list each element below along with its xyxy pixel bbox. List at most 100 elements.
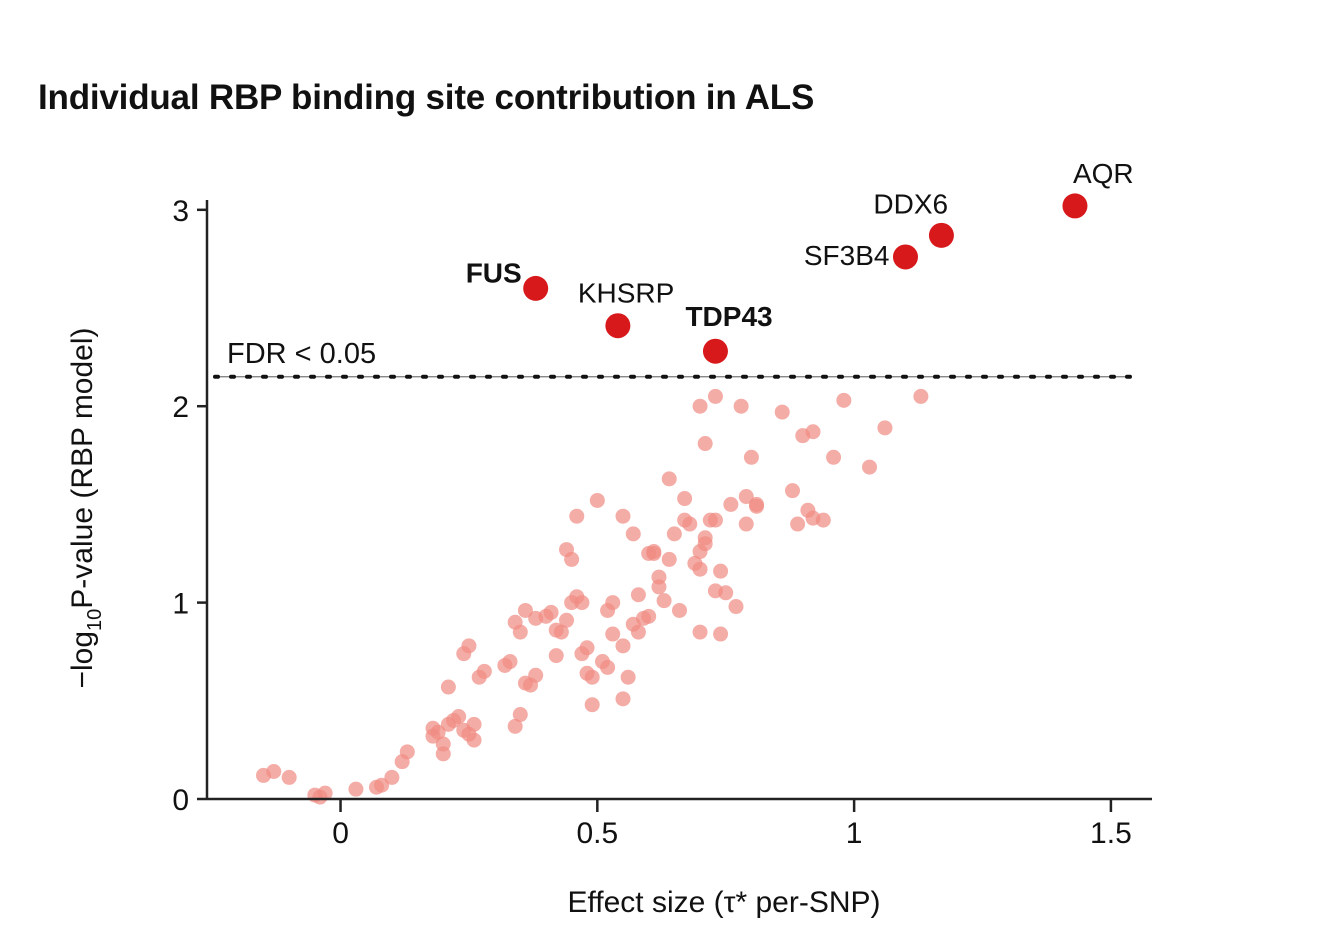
significant-point — [523, 275, 549, 301]
nonsignificant-point — [651, 569, 667, 585]
nonsignificant-point — [707, 388, 723, 404]
significant-point — [892, 244, 918, 270]
point-label: AQR — [1073, 158, 1134, 189]
nonsignificant-point — [692, 624, 708, 640]
significant-point — [605, 313, 631, 339]
y-tick-label: 1 — [172, 588, 189, 621]
nonsignificant-point — [512, 707, 528, 723]
nonsignificant-point — [805, 424, 821, 440]
nonsignificant-point — [548, 648, 564, 664]
nonsignificant-point — [374, 777, 390, 793]
nonsignificant-point — [430, 724, 446, 740]
nonsignificant-point — [630, 624, 646, 640]
nonsignificant-point — [707, 512, 723, 528]
point-label: DDX6 — [873, 188, 948, 219]
nonsignificant-point — [877, 420, 893, 436]
x-axis-title: Effect size (τ* per-SNP) — [567, 886, 880, 919]
nonsignificant-point — [733, 398, 749, 414]
nonsignificant-points — [255, 388, 929, 805]
y-axis-title-log: −log — [66, 631, 99, 689]
nonsignificant-point — [384, 769, 400, 785]
nonsignificant-point — [461, 638, 477, 654]
nonsignificant-point — [466, 732, 482, 748]
nonsignificant-point — [713, 563, 729, 579]
nonsignificant-point — [615, 691, 631, 707]
nonsignificant-point — [723, 496, 739, 512]
nonsignificant-point — [399, 744, 415, 760]
point-label: SF3B4 — [804, 240, 890, 271]
nonsignificant-point — [728, 599, 744, 615]
nonsignificant-point — [589, 492, 605, 508]
nonsignificant-point — [476, 663, 492, 679]
x-tick-label: 0 — [332, 817, 349, 850]
nonsignificant-point — [440, 679, 456, 695]
nonsignificant-point — [507, 718, 523, 734]
nonsignificant-point — [574, 595, 590, 611]
nonsignificant-point — [743, 449, 759, 465]
nonsignificant-point — [605, 626, 621, 642]
significant-point — [928, 222, 954, 248]
significant-points — [523, 193, 1088, 364]
axes: 0 0.5 1 1.5 0 1 2 3 — [172, 195, 1152, 850]
nonsignificant-point — [656, 593, 672, 609]
y-axis-title-rest: P-value (RBP model) — [66, 327, 99, 608]
significant-point — [702, 338, 728, 364]
nonsignificant-point — [564, 551, 580, 567]
nonsignificant-point — [466, 716, 482, 732]
nonsignificant-point — [784, 483, 800, 499]
nonsignificant-point — [682, 516, 698, 532]
nonsignificant-point — [517, 602, 533, 618]
x-tick-label: 1 — [846, 817, 863, 850]
fdr-threshold: FDR < 0.05 — [213, 338, 1132, 379]
point-labels: AQR DDX6 SF3B4 FUS KHSRP TDP43 — [466, 158, 1134, 332]
nonsignificant-point — [826, 449, 842, 465]
point-label: KHSRP — [578, 278, 674, 309]
nonsignificant-point — [666, 526, 682, 542]
nonsignificant-point — [713, 626, 729, 642]
nonsignificant-point — [641, 608, 657, 624]
nonsignificant-point — [646, 546, 662, 562]
nonsignificant-point — [600, 659, 616, 675]
nonsignificant-point — [862, 459, 878, 475]
nonsignificant-point — [559, 612, 575, 628]
nonsignificant-point — [281, 769, 297, 785]
y-axis-title-sub: 10 — [84, 609, 106, 631]
nonsignificant-point — [615, 638, 631, 654]
nonsignificant-point — [584, 697, 600, 713]
nonsignificant-point — [553, 624, 569, 640]
nonsignificant-point — [630, 587, 646, 603]
nonsignificant-point — [528, 667, 544, 683]
nonsignificant-point — [512, 624, 528, 640]
nonsignificant-point — [697, 436, 713, 452]
nonsignificant-point — [774, 404, 790, 420]
nonsignificant-point — [738, 516, 754, 532]
nonsignificant-point — [584, 669, 600, 685]
nonsignificant-point — [615, 508, 631, 524]
nonsignificant-point — [661, 551, 677, 567]
nonsignificant-point — [790, 516, 806, 532]
nonsignificant-point — [661, 471, 677, 487]
nonsignificant-point — [348, 781, 364, 797]
nonsignificant-point — [697, 536, 713, 552]
nonsignificant-point — [312, 789, 328, 805]
nonsignificant-point — [569, 508, 585, 524]
x-tick-label: 1.5 — [1090, 817, 1132, 850]
x-tick-label: 0.5 — [576, 817, 618, 850]
nonsignificant-point — [815, 512, 831, 528]
nonsignificant-point — [749, 498, 765, 514]
nonsignificant-point — [738, 489, 754, 505]
y-tick-label: 2 — [172, 391, 189, 424]
nonsignificant-point — [451, 709, 467, 725]
nonsignificant-point — [836, 392, 852, 408]
nonsignificant-point — [718, 585, 734, 601]
point-label: FUS — [466, 257, 522, 288]
y-tick-label: 0 — [172, 784, 189, 817]
nonsignificant-point — [266, 764, 282, 780]
nonsignificant-point — [625, 526, 641, 542]
point-label: TDP43 — [685, 301, 772, 332]
nonsignificant-point — [502, 654, 518, 670]
nonsignificant-point — [692, 561, 708, 577]
nonsignificant-point — [692, 398, 708, 414]
threshold-label: FDR < 0.05 — [227, 338, 376, 370]
